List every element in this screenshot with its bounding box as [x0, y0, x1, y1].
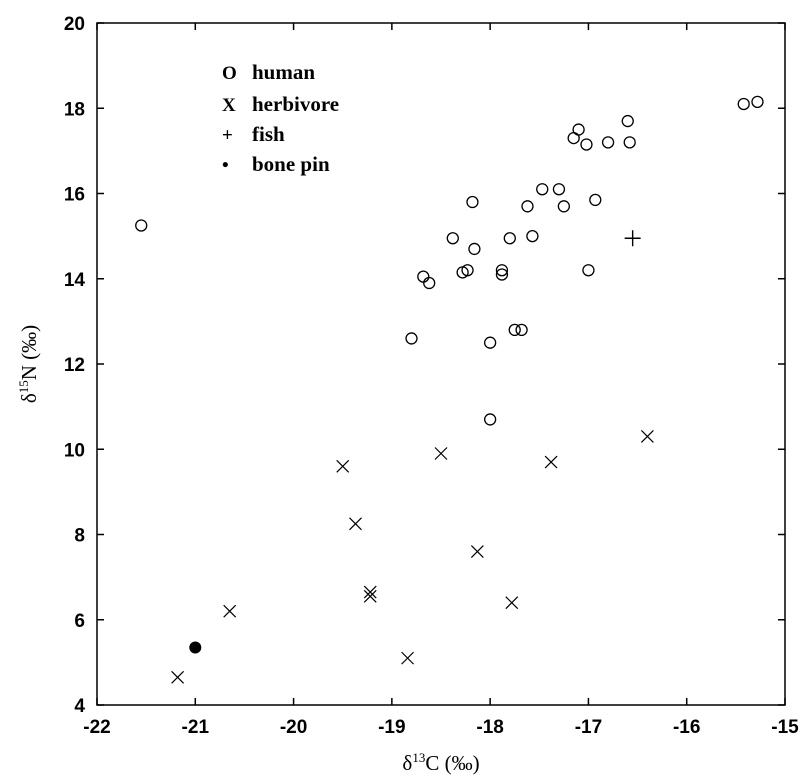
herbivore-point: [505, 596, 519, 610]
herbivore-point: [336, 459, 350, 473]
human-point: [417, 270, 430, 283]
human-point: [601, 136, 615, 149]
x-tick-label: -18: [476, 717, 503, 738]
herbivore-point: [349, 517, 362, 531]
y-tick-label: 6: [74, 611, 85, 632]
bone-pin-point: [189, 641, 202, 654]
y-tick-label: 4: [74, 696, 85, 717]
y-tick-label: 8: [74, 526, 85, 547]
human-point: [751, 95, 764, 109]
x-tick-label: -21: [182, 717, 210, 738]
fish-point: [624, 230, 641, 247]
herbivore-point: [401, 651, 415, 665]
axis-ticks: [96, 22, 786, 706]
human-point: [552, 183, 566, 196]
x-tick-label: -16: [673, 717, 700, 738]
legend-label-herbivore: herbivore: [252, 92, 339, 116]
y-tick-label: 18: [64, 99, 85, 120]
x-tick-label: -22: [83, 717, 110, 738]
herbivore-point: [544, 455, 558, 469]
x-tick-label: -19: [378, 717, 405, 738]
human-point: [567, 131, 580, 145]
human-point: [536, 183, 549, 196]
x-tick-label: -17: [575, 717, 602, 738]
human-point: [461, 264, 474, 277]
legend-label-bone-pin: bone pin: [252, 152, 330, 176]
y-tick-label: 14: [64, 270, 86, 291]
human-point: [623, 136, 636, 149]
y-axis-title: δ15N (‰): [16, 325, 41, 403]
legend-symbol-bone-pin: •: [222, 155, 229, 176]
human-point: [508, 323, 521, 337]
human-point: [737, 97, 750, 111]
axis-tick-labels: -22 -21 -20 -19 -18 -17 -16 -15 4 6 8 10 12 14 16 18 20: [64, 14, 799, 738]
human-point: [468, 242, 481, 256]
x-tick-label: -20: [280, 717, 307, 738]
human-point: [621, 114, 634, 128]
human-point: [495, 268, 509, 281]
human-point: [405, 332, 418, 345]
legend-symbol-fish: +: [222, 125, 233, 146]
human-point: [515, 323, 528, 337]
human-point: [557, 200, 571, 213]
human-point: [589, 193, 602, 207]
herbivore-point: [223, 604, 237, 618]
human-point: [580, 138, 593, 151]
human-point: [483, 336, 497, 349]
legend-label-fish: fish: [252, 122, 285, 146]
human-point: [521, 200, 534, 213]
legend-symbol-herbivore: X: [222, 95, 236, 116]
herbivore-point: [640, 430, 654, 443]
human-point: [582, 264, 595, 277]
y-tick-label: 16: [64, 185, 85, 206]
human-point: [423, 276, 436, 290]
herbivore-point: [171, 670, 185, 684]
y-tick-label: 12: [64, 355, 85, 376]
human-point: [495, 264, 509, 277]
human-point: [526, 229, 539, 243]
human-point: [466, 195, 479, 209]
human-point: [135, 219, 148, 232]
x-axis-title: δ13C (‰): [402, 750, 479, 775]
y-tick-label: 10: [64, 440, 85, 461]
x-tick-label: -15: [771, 717, 799, 738]
human-point: [503, 232, 516, 245]
data-points: [135, 95, 764, 684]
herbivore-point: [434, 447, 448, 460]
human-point: [572, 123, 585, 136]
herbivore-point: [470, 545, 484, 558]
legend-symbol-human: O: [222, 63, 237, 84]
y-tick-label: 20: [64, 14, 85, 35]
herbivore-point: [363, 585, 377, 599]
human-point: [446, 232, 459, 245]
plot-frame: [96, 22, 786, 706]
herbivore-point: [363, 589, 377, 603]
legend-label-human: human: [252, 60, 315, 84]
human-point: [483, 413, 497, 426]
legend: O human X herbivore + fish • bone pin: [222, 60, 339, 176]
